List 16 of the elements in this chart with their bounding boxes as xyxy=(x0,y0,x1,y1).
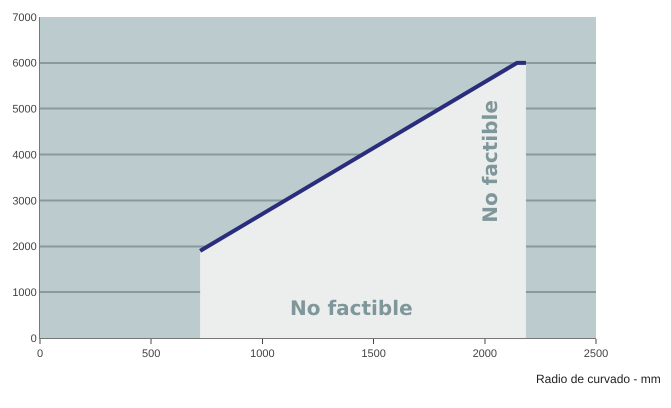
x-tick-label: 2000 xyxy=(472,348,498,360)
x-tick-label: 1500 xyxy=(361,348,386,360)
x-tick-label: 2500 xyxy=(584,348,608,360)
y-tick-label: 3000 xyxy=(12,195,37,208)
x-axis-title: Radio de curvado - mm xyxy=(536,372,661,386)
y-tick-label: 1000 xyxy=(12,286,37,299)
y-tick-label: 6000 xyxy=(12,58,37,70)
annotation: No factible xyxy=(290,296,413,320)
x-tick-label: 1000 xyxy=(250,348,275,360)
x-tick-label: 500 xyxy=(142,348,160,360)
y-tick-label: 5000 xyxy=(12,104,37,116)
y-tick-label: 4000 xyxy=(12,149,37,162)
y-tick-label: 2000 xyxy=(12,241,37,254)
annotation: No factible xyxy=(478,100,502,223)
y-tick-label: 0 xyxy=(30,332,37,345)
y-tick-label: 7000 xyxy=(12,12,37,24)
